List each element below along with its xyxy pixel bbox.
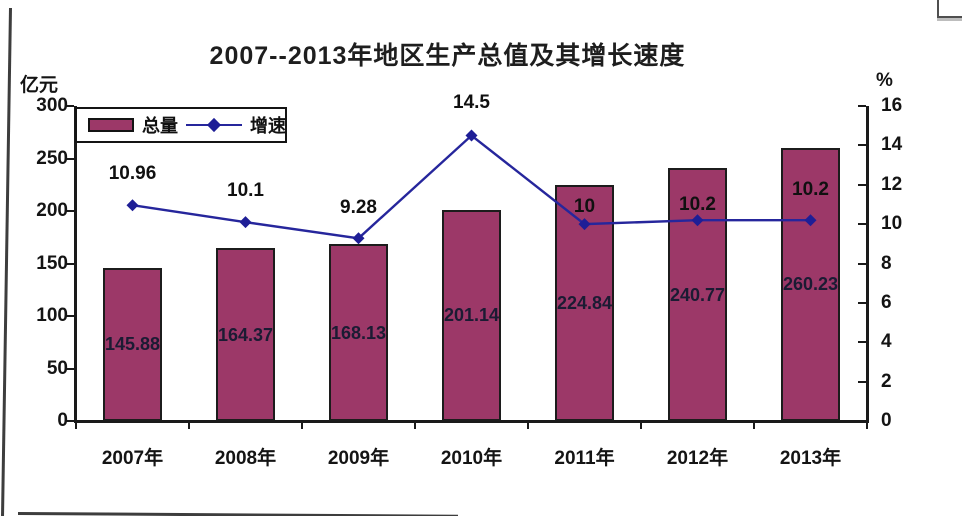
x-axis-category-label: 2011年 bbox=[554, 448, 615, 469]
y-axis-right-tick-label: 4 bbox=[881, 331, 892, 353]
y-axis-left-tick bbox=[66, 315, 74, 317]
x-axis-category-label: 2010年 bbox=[440, 448, 503, 469]
bar bbox=[442, 209, 501, 421]
legend: 总量 增速 bbox=[75, 107, 287, 143]
y-axis-left-tick bbox=[66, 210, 74, 212]
bar-value-label: 260.23 bbox=[782, 274, 839, 295]
y-axis-right-tick-label: 16 bbox=[881, 95, 903, 116]
x-axis-tick bbox=[414, 422, 416, 429]
y-axis-right-tick bbox=[858, 223, 866, 226]
y-axis-left-tick-label: 200 bbox=[36, 200, 68, 221]
bar-value-label: 201.14 bbox=[443, 305, 500, 326]
y-axis-right-tick bbox=[858, 341, 866, 344]
line-value-label: 10.2 bbox=[679, 194, 716, 216]
x-axis-tick bbox=[527, 422, 529, 429]
bar-value-label: 145.88 bbox=[104, 334, 161, 355]
bar bbox=[103, 267, 162, 421]
line-value-label: 10.96 bbox=[108, 163, 157, 185]
line-marker-diamond-icon bbox=[239, 216, 252, 229]
x-axis-tick bbox=[301, 422, 303, 429]
line-value-label: 10.2 bbox=[792, 179, 829, 201]
line-value-label: 10 bbox=[573, 196, 596, 218]
bar-value-label: 164.37 bbox=[217, 324, 274, 345]
y-axis-left-tick-label: 150 bbox=[36, 252, 68, 274]
x-axis-tick bbox=[753, 422, 755, 429]
y-axis-left-tick-label: 0 bbox=[57, 410, 68, 431]
line-value-label: 9.28 bbox=[340, 197, 377, 219]
y-axis-left-tick-label: 250 bbox=[36, 147, 68, 169]
x-axis-tick bbox=[75, 422, 77, 429]
y-axis-right-tick-label: 6 bbox=[881, 291, 892, 313]
y-axis-right-tick bbox=[858, 262, 866, 265]
line-value-label: 10.1 bbox=[227, 180, 264, 202]
legend-label-total: 总量 bbox=[142, 116, 178, 136]
x-axis-category-label: 2012年 bbox=[666, 448, 729, 469]
x-axis-line bbox=[74, 420, 869, 423]
line-marker-diamond-icon bbox=[352, 232, 365, 245]
y-axis-left-tick-label: 50 bbox=[46, 357, 68, 379]
bar-value-label: 240.77 bbox=[669, 284, 726, 305]
x-axis-category-label: 2008年 bbox=[214, 448, 277, 469]
y-axis-left-tick bbox=[66, 105, 74, 107]
y-axis-right-tick-label: 8 bbox=[881, 252, 892, 274]
x-axis-tick bbox=[188, 422, 190, 429]
y-axis-left-tick bbox=[66, 157, 74, 160]
bar bbox=[216, 248, 275, 421]
line-marker-diamond-icon bbox=[465, 129, 478, 142]
y-axis-right-tick bbox=[858, 144, 866, 147]
line-marker-diamond-icon bbox=[126, 199, 139, 212]
legend-bar-swatch bbox=[88, 118, 134, 132]
page-corner-box-fragment bbox=[937, 0, 962, 18]
x-axis-category-label: 2009年 bbox=[327, 448, 390, 469]
chart-title: 2007--2013年地区生产总值及其增长速度 bbox=[209, 42, 686, 70]
y-axis-right-tick-label: 12 bbox=[881, 173, 903, 195]
x-axis-category-label: 2007年 bbox=[101, 448, 164, 469]
y-axis-right-tick bbox=[858, 183, 866, 186]
x-axis-tick bbox=[866, 422, 868, 429]
x-axis-tick bbox=[640, 422, 642, 429]
y-axis-left-tick bbox=[66, 420, 74, 422]
y-axis-left-tick bbox=[66, 367, 74, 370]
legend-line-marker-icon bbox=[186, 117, 242, 133]
legend-label-growth: 增速 bbox=[250, 116, 286, 136]
bar bbox=[329, 244, 388, 421]
y-axis-right-tick bbox=[858, 105, 866, 107]
left-axis-unit-label: 亿元 bbox=[20, 75, 59, 96]
y-axis-left-tick-label: 100 bbox=[36, 305, 68, 326]
y-axis-right-tick-label: 10 bbox=[881, 213, 903, 235]
page-bottom-border-line bbox=[17, 512, 459, 516]
y-axis-right-tick bbox=[858, 301, 866, 304]
y-axis-left-tick bbox=[66, 262, 74, 265]
bar-value-label: 224.84 bbox=[556, 292, 613, 313]
y-axis-left-line bbox=[74, 106, 77, 423]
y-axis-right-tick bbox=[858, 420, 866, 422]
y-axis-right-tick-label: 14 bbox=[881, 134, 903, 156]
y-axis-right-tick bbox=[858, 380, 866, 383]
y-axis-right-line bbox=[866, 106, 869, 423]
y-axis-left-tick-label: 300 bbox=[36, 95, 68, 116]
y-axis-right-tick-label: 2 bbox=[881, 370, 892, 392]
x-axis-category-label: 2013年 bbox=[779, 448, 842, 469]
line-value-label: 14.5 bbox=[453, 91, 490, 113]
right-axis-unit-label: % bbox=[876, 70, 893, 91]
y-axis-right-tick-label: 0 bbox=[881, 410, 892, 431]
bar-value-label: 168.13 bbox=[330, 322, 387, 343]
